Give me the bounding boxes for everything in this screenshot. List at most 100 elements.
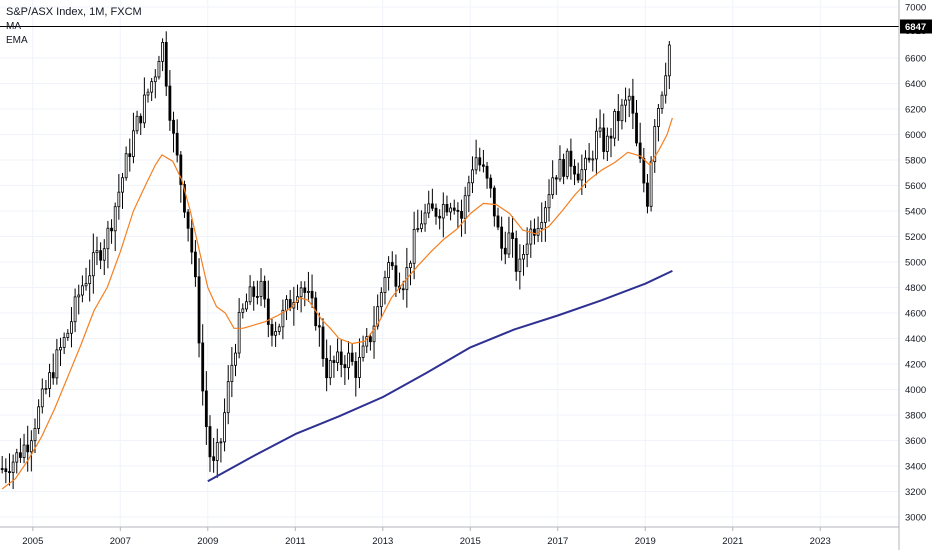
candle-up <box>543 207 547 223</box>
candle-up <box>150 81 154 93</box>
candle-up <box>135 115 139 132</box>
candle-down <box>26 444 30 453</box>
x-tick-label: 2019 <box>635 536 656 547</box>
candle-down <box>164 42 168 87</box>
candle-down <box>208 426 212 458</box>
candle-up <box>237 311 241 354</box>
candle-down <box>533 228 536 236</box>
y-tick-label: 3600 <box>905 436 926 447</box>
overlay: S&P/ASX Index, 1M, FXCM MA EMA <box>6 6 142 46</box>
candle-up <box>580 169 584 181</box>
y-tick-label: 6000 <box>905 130 926 141</box>
candle-down <box>321 326 325 359</box>
candle-down <box>110 227 113 232</box>
y-tick-label: 3400 <box>905 462 926 473</box>
candle-up <box>277 326 281 332</box>
candle-up <box>471 169 474 184</box>
candle-up <box>474 157 478 171</box>
y-tick-label: 4000 <box>905 385 926 396</box>
candle-up <box>547 194 551 209</box>
candle-up <box>153 76 157 83</box>
candle-down <box>204 390 208 427</box>
candle-up <box>113 206 117 232</box>
candle-up <box>62 337 66 348</box>
candle-up <box>427 203 431 214</box>
candle-down <box>635 112 638 144</box>
candle-up <box>565 150 569 177</box>
candle-down <box>646 182 649 207</box>
candle-down <box>194 251 197 278</box>
candle-down <box>288 299 292 309</box>
candle-down <box>587 157 591 161</box>
candle-up <box>358 357 361 378</box>
candle-up <box>299 287 303 298</box>
candle-down <box>390 262 394 267</box>
candle-up <box>649 161 653 207</box>
candle-down <box>573 165 576 175</box>
candle-down <box>201 342 205 392</box>
candle-down <box>354 361 358 378</box>
candle-up <box>307 290 310 293</box>
candle-down <box>445 204 449 213</box>
x-tick-label: 2007 <box>110 536 131 547</box>
candle-down <box>576 173 580 181</box>
candle-up <box>11 461 15 473</box>
candle-up <box>361 345 365 358</box>
candle-down <box>168 85 172 121</box>
candle-up <box>157 60 161 78</box>
candle-up <box>40 388 44 408</box>
candle-up <box>605 135 609 152</box>
candle-up <box>124 153 128 179</box>
candle-up <box>441 204 445 219</box>
candle-up <box>412 228 416 264</box>
candle-down <box>179 154 183 185</box>
candle-down <box>175 132 179 156</box>
candle-up <box>223 412 226 443</box>
candle-down <box>430 203 434 209</box>
candle-up <box>376 306 380 327</box>
candle-up <box>245 301 248 310</box>
candle-up <box>146 91 150 96</box>
indicator-lines <box>0 26 899 490</box>
x-tick-label: 2021 <box>722 536 743 547</box>
candle-up <box>102 248 106 261</box>
candle-down <box>255 296 259 298</box>
candle-up <box>409 262 412 269</box>
y-tick-label: 3000 <box>905 513 926 524</box>
candle-down <box>4 468 8 472</box>
y-axis: 3000 3200 3400 3600 3800 4000 4200 4400 4600 4800… <box>898 0 932 550</box>
candle-down <box>343 364 347 369</box>
candle-up <box>420 223 423 229</box>
candle-up <box>347 352 350 369</box>
x-axis: 2005 2007 2009 2011 2013 2015 2017 2019 2021 2023 <box>0 526 899 547</box>
candle-down <box>368 336 372 343</box>
candle-up <box>15 452 19 463</box>
candle-up <box>142 94 146 124</box>
candle-down <box>186 211 190 229</box>
candle-down <box>478 157 482 166</box>
candle-down <box>99 250 103 261</box>
candle-up <box>274 331 278 336</box>
candle-down <box>19 452 22 458</box>
y-tick-label: 6600 <box>905 54 926 65</box>
candle-down <box>602 127 606 152</box>
candle-up <box>80 285 84 296</box>
candle-down <box>401 288 405 291</box>
candle-up <box>584 157 587 171</box>
candle-up <box>387 262 391 278</box>
candle-up <box>106 227 110 250</box>
candle-down <box>350 352 354 362</box>
y-tick-label: 3800 <box>905 411 926 422</box>
y-tick-label: 6400 <box>905 79 926 90</box>
candle-up <box>591 158 595 161</box>
candle-down <box>500 226 504 249</box>
candle-up <box>522 254 525 260</box>
candle-down <box>332 360 336 363</box>
candle-down <box>554 177 558 180</box>
candle-down <box>8 471 11 473</box>
candle-down <box>438 215 442 219</box>
candle-up <box>653 126 657 163</box>
candle-up <box>664 75 668 96</box>
legend-ma: MA <box>6 21 21 32</box>
